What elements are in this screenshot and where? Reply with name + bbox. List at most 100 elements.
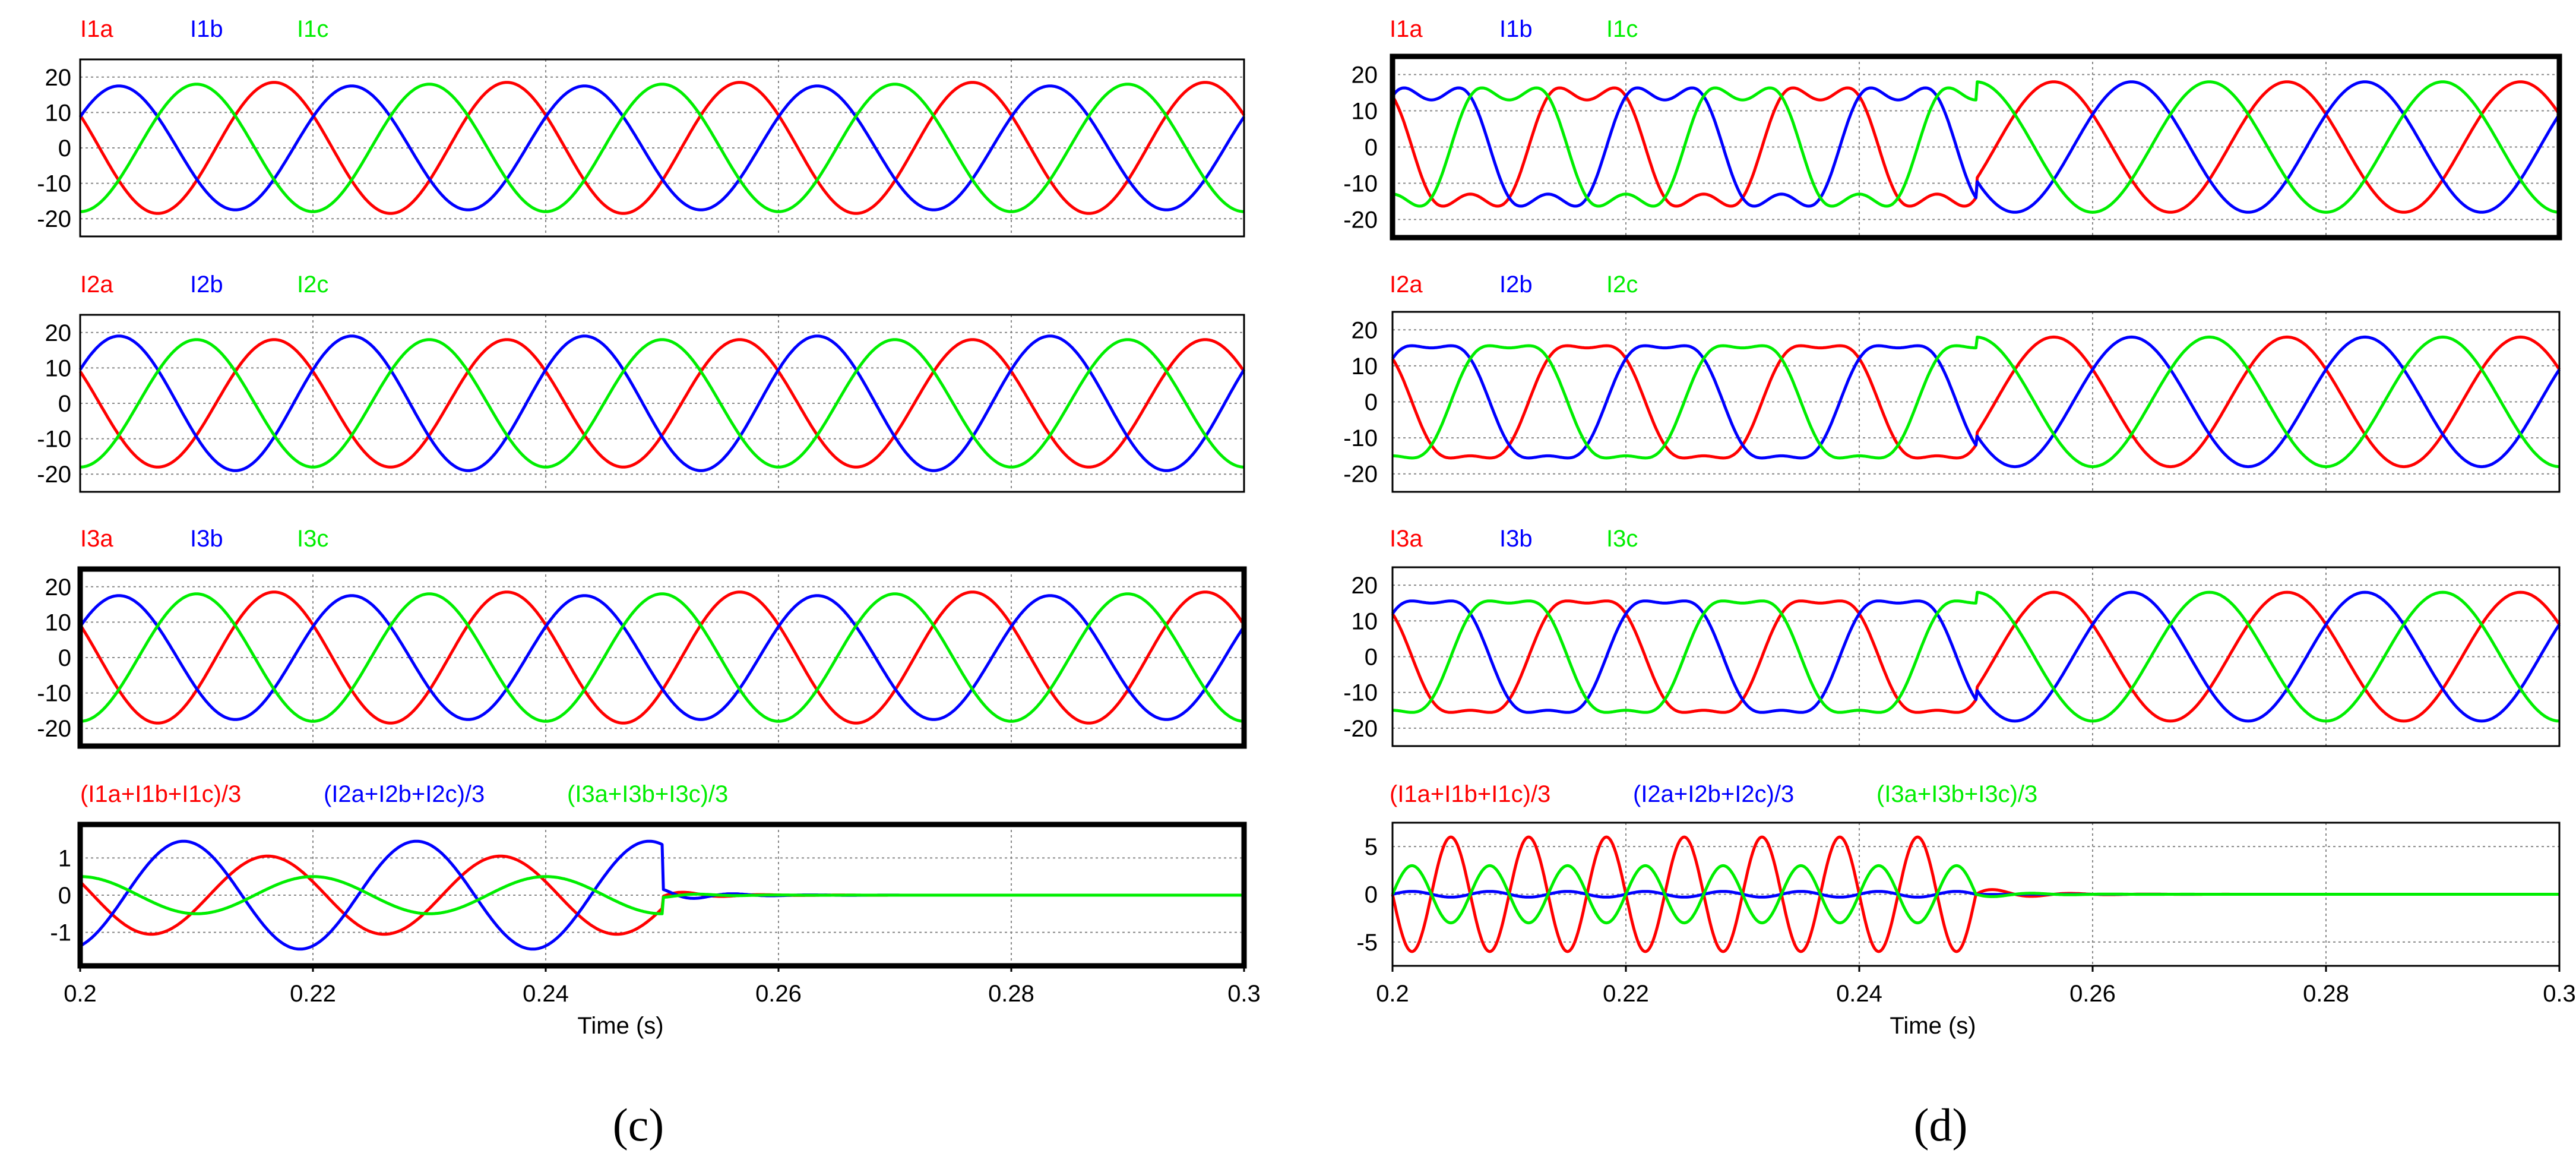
x-tick-label: 0.28 — [988, 981, 1034, 1007]
y-tick-label: 20 — [1352, 317, 1378, 343]
x-tick-label: 0.28 — [2303, 981, 2349, 1007]
plot-frame — [77, 566, 1247, 749]
y-tick-label: -10 — [37, 681, 71, 707]
panel-d: I1a I1b I1c 20 10 0 -10 -20 I2a I2b I2c 20 10… — [1343, 16, 2576, 1151]
subplot-c-2: I2a I2b I2c 20 10 0 -10 -20 — [37, 271, 1246, 493]
series-label-i3a: I3a — [80, 526, 113, 552]
series-label-sum3: (I3a+I3b+I3c)/3 — [567, 781, 728, 807]
y-tick-label: -5 — [1356, 930, 1378, 956]
series-line — [80, 875, 1245, 915]
y-tick-label: 0 — [1365, 390, 1378, 416]
x-axis-label-d: Time (s) — [1890, 1013, 1976, 1039]
series-line — [80, 592, 1245, 723]
y-tick-label: 10 — [45, 609, 72, 636]
x-tick-label: 0.3 — [1227, 981, 1261, 1007]
y-tick-label: 5 — [1365, 834, 1378, 860]
y-tick-label: -10 — [37, 426, 71, 453]
y-tick-label: 20 — [45, 574, 72, 601]
plot-frame — [1390, 53, 2562, 241]
x-tick-label: 0.24 — [1836, 981, 1882, 1007]
plot-frame — [1391, 822, 2561, 967]
series-label-i1b: I1b — [1499, 16, 1533, 42]
x-axis-ticks-d: 0.2 0.22 0.24 0.26 0.28 0.3 — [1376, 966, 2576, 1007]
series-label-sum2: (I2a+I2b+I2c)/3 — [1633, 781, 1794, 807]
subplot-d-1: I1a I1b I1c 20 10 0 -10 -20 — [1343, 16, 2562, 241]
series-label-sum1: (I1a+I1b+I1c)/3 — [80, 781, 241, 807]
x-tick-label: 0.26 — [2069, 981, 2116, 1007]
series-line — [1392, 590, 2560, 723]
x-tick-label: 0.2 — [1376, 981, 1409, 1007]
x-tick-label: 0.22 — [1603, 981, 1649, 1007]
y-tick-label: 20 — [45, 65, 72, 91]
y-tick-label: 10 — [1352, 353, 1378, 380]
x-tick-label: 0.2 — [64, 981, 97, 1007]
panel-caption-c: (c) — [613, 1099, 664, 1151]
series-line — [1391, 864, 2560, 925]
subplot-c-3: I3a I3b I3c 20 10 0 -10 -20 — [37, 526, 1247, 749]
plot-frame — [79, 314, 1245, 493]
series-label-i2b: I2b — [190, 271, 223, 298]
y-tick-label: 0 — [58, 645, 71, 671]
y-tick-label: 20 — [45, 320, 72, 346]
y-tick-label: 20 — [1352, 62, 1378, 89]
y-tick-label: 20 — [1352, 573, 1378, 599]
series-label-i3b: I3b — [1499, 526, 1533, 552]
series-label-i1a: I1a — [80, 16, 113, 42]
y-tick-label: -20 — [1343, 462, 1378, 488]
series-label-i3b: I3b — [190, 526, 223, 552]
subplot-c-4: (I1a+I1b+I1c)/3 (I2a+I2b+I2c)/3 (I3a+I3b… — [50, 781, 1247, 969]
series-label-i2b: I2b — [1499, 271, 1533, 298]
y-tick-label: 0 — [1365, 644, 1378, 671]
y-tick-label: -10 — [1343, 425, 1378, 451]
x-tick-label: 0.22 — [290, 981, 336, 1007]
y-tick-label: 10 — [45, 355, 72, 381]
y-tick-label: -10 — [1343, 680, 1378, 706]
y-tick-label: 10 — [1352, 99, 1378, 125]
subplot-c-1: I1a I1b I1c 20 10 0 -10 -20 — [37, 16, 1246, 238]
plot-frame — [1391, 566, 2561, 747]
series-label-i1a: I1a — [1390, 16, 1423, 42]
y-tick-label: -1 — [50, 920, 71, 946]
x-tick-label: 0.3 — [2543, 981, 2576, 1007]
y-tick-label: 0 — [1365, 882, 1378, 908]
series-label-i1b: I1b — [190, 16, 223, 42]
y-tick-label: 0 — [58, 135, 71, 162]
series-label-i2c: I2c — [297, 271, 328, 298]
x-axis-ticks-c: 0.2 0.22 0.24 0.26 0.28 0.3 — [64, 966, 1261, 1007]
subplot-d-4: (I1a+I1b+I1c)/3 (I2a+I2b+I2c)/3 (I3a+I3b… — [1356, 781, 2561, 967]
series-label-sum2: (I2a+I2b+I2c)/3 — [324, 781, 485, 807]
y-tick-label: 0 — [58, 391, 71, 417]
series-label-sum1: (I1a+I1b+I1c)/3 — [1390, 781, 1550, 807]
series-label-i1c: I1c — [1606, 16, 1638, 42]
y-tick-label: -10 — [1343, 171, 1378, 197]
series-line — [80, 338, 1245, 469]
series-label-i1c: I1c — [297, 16, 328, 42]
panel-caption-d: (d) — [1914, 1099, 1968, 1151]
y-tick-label: -20 — [37, 716, 71, 742]
y-tick-label: -20 — [1343, 716, 1378, 742]
y-tick-label: -20 — [1343, 207, 1378, 233]
plot-frame — [77, 822, 1247, 969]
plot-frame — [1391, 311, 2561, 493]
series-label-i2c: I2c — [1606, 271, 1638, 298]
y-tick-label: -10 — [37, 171, 71, 197]
x-tick-label: 0.24 — [523, 981, 569, 1007]
subplot-d-3: I3a I3b I3c 20 10 0 -10 -20 — [1343, 526, 2561, 747]
y-tick-label: -20 — [37, 206, 71, 232]
plot-frame — [79, 58, 1245, 238]
x-axis-label-c: Time (s) — [577, 1013, 663, 1039]
series-label-sum3: (I3a+I3b+I3c)/3 — [1876, 781, 2037, 807]
y-tick-label: 10 — [1352, 608, 1378, 634]
y-tick-label: 0 — [58, 883, 71, 909]
y-tick-label: -20 — [37, 462, 71, 488]
series-line — [1392, 335, 2560, 469]
series-label-i3c: I3c — [1606, 526, 1638, 552]
series-label-i3c: I3c — [297, 526, 328, 552]
x-tick-label: 0.26 — [755, 981, 802, 1007]
y-tick-label: 0 — [1365, 135, 1378, 161]
series-line — [1392, 80, 2560, 214]
y-tick-label: 1 — [58, 845, 71, 871]
series-label-i2a: I2a — [80, 271, 113, 298]
